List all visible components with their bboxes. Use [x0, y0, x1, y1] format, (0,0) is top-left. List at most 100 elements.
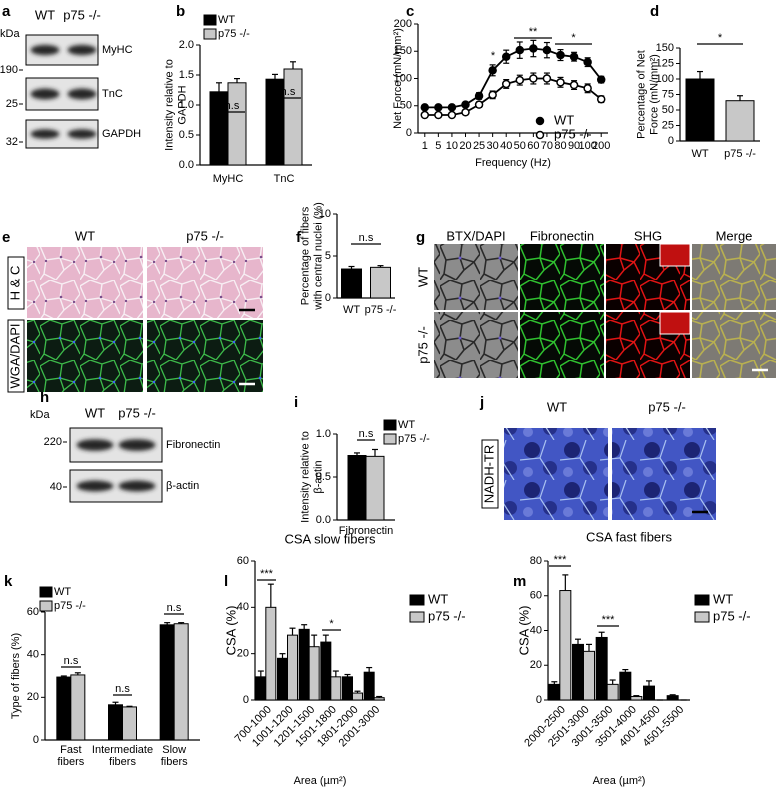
blot-band — [67, 44, 97, 56]
bar — [559, 590, 572, 701]
row-label: WT — [415, 267, 430, 287]
legend-swatch — [694, 594, 710, 606]
significance-label: n.s — [281, 86, 296, 98]
size-marker: 40 — [50, 481, 62, 493]
x-tick-label: 100 — [578, 140, 596, 152]
panel-letter: h — [40, 389, 49, 406]
column-label: BTX/DAPI — [446, 228, 505, 243]
x-tick-label: 25 — [473, 140, 485, 152]
y-tick-label: 20 — [530, 659, 542, 671]
significance-label: ** — [529, 26, 538, 38]
micrograph — [27, 247, 143, 318]
significance-label: *** — [554, 554, 568, 566]
blot-band — [67, 88, 97, 100]
significance-label: n.s — [225, 100, 240, 112]
y-tick-label: 40 — [27, 649, 39, 661]
panel-letter: b — [176, 3, 185, 20]
x-tick-label: Intermediate fibers — [92, 744, 153, 768]
inset — [659, 243, 691, 267]
y-tick-label: 1.0 — [179, 99, 194, 111]
blot-band — [118, 480, 156, 492]
significance-label: n.s — [115, 683, 130, 695]
y-axis-label: CSA (%) — [516, 606, 531, 656]
bar — [277, 657, 288, 701]
inset — [659, 311, 691, 335]
significance-label: *** — [602, 614, 616, 626]
y-tick-label: 80 — [530, 555, 542, 567]
bar — [108, 704, 123, 741]
y-tick-label: 0 — [33, 734, 39, 746]
legend-label: WT — [218, 14, 235, 26]
y-tick-label: 125 — [656, 57, 674, 69]
y-axis-label: Percentage of NetForce (mN/mm²) — [635, 50, 660, 139]
bar — [159, 624, 175, 741]
protein-label: MyHC — [102, 44, 133, 56]
y-tick-label: 100 — [394, 72, 412, 84]
y-axis-label: Intensity relative toβ-actin — [299, 431, 324, 523]
data-point — [461, 100, 470, 109]
y-axis-label: CSA (%) — [223, 606, 238, 656]
x-tick-label: 40 — [500, 140, 512, 152]
data-point — [474, 91, 484, 101]
y-tick-label: 0 — [243, 694, 249, 706]
bar — [572, 643, 584, 701]
data-point — [420, 103, 430, 112]
x-axis-label: Area (µm²) — [294, 775, 347, 787]
legend-swatch — [39, 586, 53, 598]
data-point — [529, 74, 538, 83]
y-tick-label: 40 — [530, 624, 542, 636]
data-point — [501, 52, 511, 61]
y-tick-label: 0 — [325, 292, 331, 304]
micrograph — [692, 244, 776, 310]
bar — [308, 646, 320, 701]
x-tick-label: Fast fibers — [57, 744, 84, 768]
data-point — [556, 78, 565, 87]
bar — [373, 697, 385, 701]
protein-label: GAPDH — [102, 128, 141, 140]
size-marker: 190 — [0, 64, 18, 76]
panel-letter: j — [479, 394, 484, 411]
bar — [265, 606, 277, 701]
x-tick-label: Slow fibers — [161, 744, 188, 768]
row-label: p75 -/- — [415, 326, 430, 364]
chart-title: CSA fast fibers — [586, 529, 672, 544]
x-tick-label: WT — [343, 304, 360, 316]
data-point — [569, 80, 579, 90]
y-tick-label: 50 — [400, 100, 412, 112]
column-label: p75 -/- — [648, 399, 686, 414]
data-point — [515, 45, 525, 55]
panel-letter: a — [2, 3, 11, 20]
blot-band — [30, 44, 60, 56]
legend-label: p75 -/- — [218, 28, 250, 40]
x-tick-label: Fibronectin — [339, 525, 393, 537]
data-point — [542, 74, 552, 83]
y-tick-label: 40 — [237, 601, 249, 613]
bar — [283, 68, 303, 166]
bar — [370, 266, 391, 299]
y-tick-label: 2.0 — [179, 39, 194, 51]
bar — [347, 455, 367, 521]
significance-label: *** — [260, 568, 274, 580]
panel-letter: k — [4, 573, 13, 590]
data-point — [515, 75, 525, 85]
column-label: SHG — [634, 228, 662, 243]
legend-label: WT — [554, 112, 574, 127]
y-tick-label: 200 — [394, 18, 412, 30]
legend-label: p75 -/- — [398, 433, 430, 445]
x-tick-label: 70 — [541, 140, 553, 152]
bar — [606, 683, 619, 701]
x-axis-label: Area (µm²) — [593, 775, 646, 787]
x-tick-label: 1 — [422, 140, 428, 152]
bar — [352, 692, 363, 701]
blot-band — [118, 439, 156, 451]
data-point — [529, 44, 538, 53]
protein-label: β-actin — [166, 480, 199, 492]
y-tick-label: 0 — [406, 127, 412, 139]
bar — [227, 82, 247, 166]
legend-label: p75 -/- — [54, 600, 86, 612]
y-axis-label: Percentage of fiberswith central nuclei … — [299, 202, 324, 311]
panel-letter: g — [416, 229, 425, 246]
x-tick-label: 30 — [487, 140, 499, 152]
x-tick-label: 200 — [592, 140, 610, 152]
